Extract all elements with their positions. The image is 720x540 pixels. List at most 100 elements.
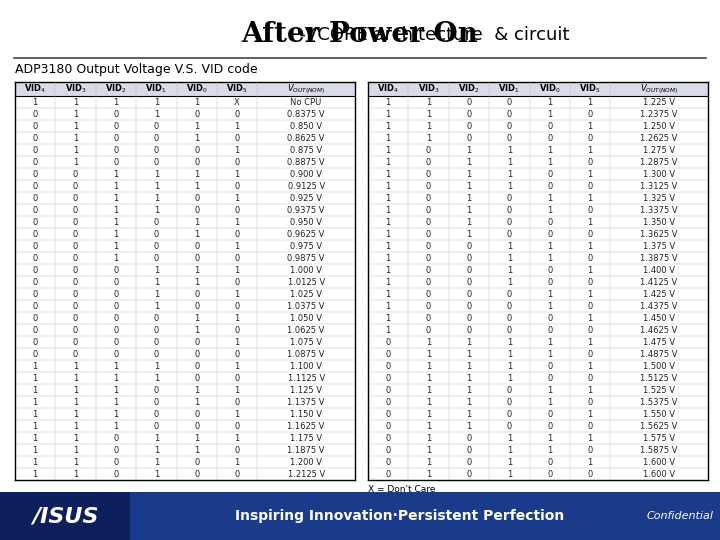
Text: 1: 1	[547, 98, 552, 107]
Text: 0: 0	[588, 182, 593, 191]
Text: 0: 0	[426, 326, 431, 335]
Text: 1: 1	[153, 457, 159, 467]
Text: 1.275 V: 1.275 V	[643, 146, 675, 155]
Text: 0: 0	[194, 290, 199, 299]
Text: 0: 0	[507, 386, 512, 395]
Text: 0: 0	[235, 302, 240, 310]
Text: 1.000 V: 1.000 V	[290, 266, 322, 275]
Text: 1.025 V: 1.025 V	[290, 290, 322, 299]
Text: 1: 1	[194, 446, 199, 455]
Text: 0: 0	[426, 182, 431, 191]
Text: 0.9875 V: 0.9875 V	[287, 254, 325, 263]
Text: 0: 0	[73, 266, 78, 275]
Text: 0: 0	[467, 266, 472, 275]
Text: 1: 1	[113, 397, 119, 407]
Text: 1: 1	[235, 338, 240, 347]
Text: 1: 1	[386, 218, 391, 227]
Text: 1: 1	[467, 386, 472, 395]
Text: 0: 0	[426, 242, 431, 251]
Text: 0: 0	[467, 434, 472, 443]
Text: 1: 1	[426, 434, 431, 443]
Bar	[15, 82, 355, 97]
Text: 1: 1	[467, 362, 472, 370]
Text: 0: 0	[32, 242, 38, 251]
Text: 1: 1	[194, 386, 199, 395]
Text: 0: 0	[113, 122, 119, 131]
Text: 1.4125 V: 1.4125 V	[641, 278, 678, 287]
Text: 1: 1	[467, 218, 472, 227]
Text: 0: 0	[588, 278, 593, 287]
Text: 0.8625 V: 0.8625 V	[287, 134, 325, 143]
Text: 1: 1	[426, 98, 431, 107]
Text: 1.0875 V: 1.0875 V	[287, 350, 325, 359]
Text: 1.3125 V: 1.3125 V	[640, 182, 678, 191]
Text: 1: 1	[235, 218, 240, 227]
Text: VID$_{2}$: VID$_{2}$	[458, 83, 480, 96]
Text: 0: 0	[235, 374, 240, 383]
Text: No CPU: No CPU	[290, 98, 322, 107]
Text: 0: 0	[194, 457, 199, 467]
Text: 0: 0	[194, 110, 199, 119]
Text: 1.250 V: 1.250 V	[643, 122, 675, 131]
Text: 0: 0	[194, 469, 199, 478]
Text: 1: 1	[235, 146, 240, 155]
Text: 1.600 V: 1.600 V	[643, 457, 675, 467]
Text: 1.5875 V: 1.5875 V	[640, 446, 678, 455]
Text: VID$_{4}$: VID$_{4}$	[24, 83, 46, 96]
Text: 1: 1	[32, 422, 38, 430]
Text: 1.1625 V: 1.1625 V	[287, 422, 325, 430]
Text: 1.0125 V: 1.0125 V	[287, 278, 325, 287]
Text: 0: 0	[113, 302, 119, 310]
Text: 0: 0	[113, 266, 119, 275]
Text: 1: 1	[507, 254, 512, 263]
Text: 0: 0	[194, 206, 199, 215]
Text: 1: 1	[113, 182, 119, 191]
Text: 1: 1	[194, 134, 199, 143]
Text: 1: 1	[507, 338, 512, 347]
Text: 0: 0	[547, 230, 552, 239]
Text: 0: 0	[467, 326, 472, 335]
Text: 1.2875 V: 1.2875 V	[640, 158, 678, 167]
Text: 0: 0	[386, 374, 391, 383]
Text: 1: 1	[113, 98, 119, 107]
Text: 1: 1	[426, 446, 431, 455]
Text: 1: 1	[588, 314, 593, 323]
Text: 0: 0	[386, 446, 391, 455]
Text: 1: 1	[73, 158, 78, 167]
Text: 1: 1	[426, 409, 431, 418]
Text: 1: 1	[194, 434, 199, 443]
Text: 1: 1	[153, 182, 159, 191]
Text: 0: 0	[32, 122, 38, 131]
Text: 1: 1	[386, 278, 391, 287]
Text: 0: 0	[235, 397, 240, 407]
Text: 1.075 V: 1.075 V	[290, 338, 322, 347]
Text: 1: 1	[235, 242, 240, 251]
Text: 1: 1	[194, 170, 199, 179]
Text: 0: 0	[386, 457, 391, 467]
Text: 0: 0	[73, 230, 78, 239]
Text: 1: 1	[113, 422, 119, 430]
Text: 0: 0	[113, 110, 119, 119]
Text: 0: 0	[113, 326, 119, 335]
Text: 0: 0	[467, 98, 472, 107]
Text: 0: 0	[73, 182, 78, 191]
Text: 0: 0	[507, 110, 512, 119]
Text: 0: 0	[235, 182, 240, 191]
Text: 0: 0	[194, 254, 199, 263]
Text: 1: 1	[426, 469, 431, 478]
Text: 1.150 V: 1.150 V	[290, 409, 322, 418]
Text: 0: 0	[547, 134, 552, 143]
Text: 0: 0	[73, 170, 78, 179]
Text: 1: 1	[153, 362, 159, 370]
Text: 0: 0	[588, 374, 593, 383]
Text: 1: 1	[113, 194, 119, 203]
Text: 0: 0	[235, 350, 240, 359]
Text: 1: 1	[386, 314, 391, 323]
Text: 0: 0	[194, 302, 199, 310]
Text: 0: 0	[32, 194, 38, 203]
Text: 1: 1	[386, 110, 391, 119]
Text: 0: 0	[32, 278, 38, 287]
Text: 1: 1	[588, 457, 593, 467]
Text: 0: 0	[73, 338, 78, 347]
Text: 1: 1	[235, 409, 240, 418]
